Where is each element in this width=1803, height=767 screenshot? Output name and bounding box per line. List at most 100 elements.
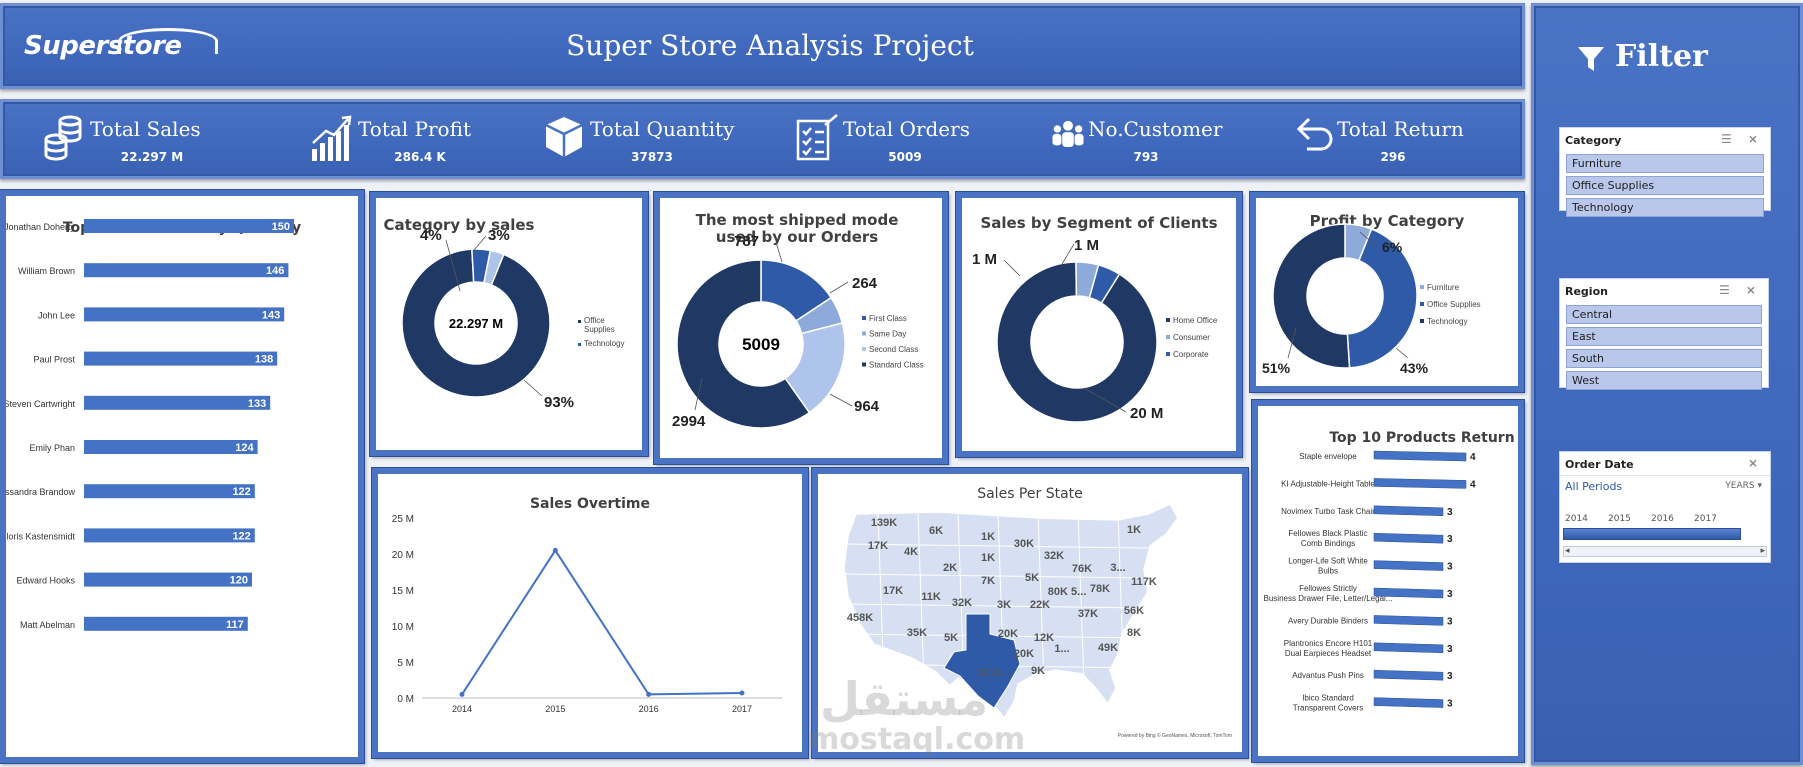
bar-category-label: Fellowes Black Plastic — [1288, 529, 1367, 538]
bar-value-label: 138 — [255, 354, 273, 366]
legend-label: Consumer — [1173, 333, 1210, 342]
bar-category-label: John Lee — [38, 310, 75, 320]
donut-slice — [483, 249, 505, 286]
state-value-label: 1K — [981, 531, 995, 543]
slicer-item-west[interactable]: West — [1566, 371, 1762, 390]
bar-value-label: 117 — [226, 619, 244, 631]
state-value-label: 20K — [998, 628, 1018, 640]
legend-swatch — [862, 316, 866, 320]
bar-value-label: 146 — [266, 265, 284, 277]
sales-overtime-card: Sales Overtime 0 M 5 M 10 M 15 M 20 M 25 M 201… — [372, 468, 808, 758]
slicer-item-south[interactable]: South — [1566, 349, 1762, 368]
state-border — [877, 513, 885, 685]
clear-filter-icon[interactable]: ⨯ — [1747, 456, 1764, 470]
bar-value-label: 3 — [1447, 507, 1453, 518]
state-value-label: 6K — [929, 525, 943, 537]
leader-line — [523, 379, 543, 397]
slice-label: 93% — [544, 394, 574, 411]
state-value-label: 1... — [1054, 643, 1069, 655]
kpi-value: 37873 — [631, 150, 673, 164]
year-labels: 2014 2015 2016 2017 — [1565, 514, 1765, 524]
legend-label: Technology — [1427, 317, 1467, 326]
state-value-label: 32K — [1044, 550, 1064, 562]
bar-category-label: Matt Abelman — [20, 620, 75, 630]
bar-value-label: 3 — [1447, 589, 1453, 600]
leader-line — [1083, 387, 1127, 413]
timeline-selection-bar[interactable] — [1563, 528, 1741, 540]
state-border — [845, 543, 1149, 549]
leader-line — [1287, 327, 1297, 359]
bar-category-label: Advantus Push Pins — [1292, 671, 1364, 680]
slice-label: 264 — [852, 275, 878, 292]
checklist-icon — [796, 114, 838, 161]
state-border — [1117, 513, 1125, 685]
slice-label: 1 M — [1074, 237, 1099, 254]
legend-label: Same Day — [869, 330, 906, 339]
state-value-label: 37K — [1078, 608, 1098, 620]
timeline-scrollbar[interactable]: ◂ ▸ — [1563, 545, 1767, 557]
state-value-label: 17K — [868, 540, 888, 552]
state-border — [1037, 513, 1045, 685]
slice-label: 43% — [1400, 360, 1429, 376]
state-value-label: 139K — [871, 517, 897, 529]
kpi-label: Total Sales — [90, 117, 201, 141]
state-value-label: 32K — [952, 597, 972, 609]
slicer-item-technology[interactable]: Technology — [1566, 198, 1764, 217]
multiselect-clear-icons[interactable]: ☰ ⨯ — [1721, 132, 1764, 146]
legend-label-cont: Supplies — [584, 325, 615, 334]
state-value-label: 9K — [1031, 665, 1045, 677]
slice-label: 1 M — [972, 251, 997, 268]
kpi-bar: Total Sales 22.297 M Total Profit 286.4 … — [0, 99, 1525, 179]
bar-value-label: 122 — [232, 530, 250, 542]
multiselect-clear-icons[interactable]: ☰ ⨯ — [1719, 283, 1762, 297]
state-value-label: 7K — [981, 575, 995, 587]
map-credit: Powered by Bing © GeoNames, Microsoft, T… — [1118, 732, 1232, 739]
slicer-header: Region ☰ ⨯ — [1560, 279, 1768, 303]
y-tick-label: 15 M — [392, 586, 414, 597]
legend-label: Home Office — [1173, 316, 1218, 325]
top10-customers-card: Top 10 Customers by Quantity Jonathan Do… — [0, 190, 364, 763]
data-point — [459, 691, 465, 697]
state-value-label: 3... — [1110, 562, 1125, 574]
granularity-select[interactable]: YEARS ▾ — [1725, 481, 1762, 491]
state-value-label: 12K — [1034, 632, 1054, 644]
period-label[interactable]: All Periods — [1565, 480, 1623, 493]
bar-value-label: 4 — [1470, 452, 1476, 463]
leader-line — [473, 235, 487, 251]
bar-value-label: 120 — [230, 575, 248, 587]
bar — [1373, 615, 1444, 626]
legend-label: First Class — [869, 314, 907, 323]
scroll-left-icon[interactable]: ◂ — [1565, 545, 1570, 555]
bar-value-label: 3 — [1447, 562, 1453, 573]
kpi-label: Total Quantity — [590, 117, 735, 141]
bar — [84, 440, 258, 454]
legend-label: Office — [584, 316, 605, 325]
scroll-right-icon[interactable]: ▸ — [1760, 545, 1765, 555]
slicer-item-east[interactable]: East — [1566, 327, 1762, 346]
year-label: 2017 — [1694, 514, 1717, 524]
bar-category-label: Comb Bindings — [1301, 539, 1355, 548]
ship-mode-card: The most shipped mode used by our Orders… — [654, 192, 948, 464]
bar-value-label: 150 — [272, 221, 290, 233]
donut-slice — [1346, 228, 1418, 369]
chart-title: Sales by Segment of Clients — [980, 214, 1218, 232]
slice-label: 3% — [488, 227, 510, 244]
year-label: 2014 — [1565, 514, 1588, 524]
legend-swatch — [862, 347, 866, 351]
bar — [1373, 560, 1444, 571]
legend-label: Office Supplies — [1427, 300, 1481, 309]
slicer-item-office-supplies[interactable]: Office Supplies — [1566, 176, 1764, 195]
slicer-item-furniture[interactable]: Furniture — [1566, 154, 1764, 173]
box-icon — [545, 117, 583, 157]
bar-value-label: 122 — [232, 486, 250, 498]
bar-category-label: Emily Phan — [29, 443, 75, 453]
x-tick-label: 2016 — [639, 704, 659, 714]
chart-title: Sales Per State — [977, 486, 1083, 502]
bar-value-label: 3 — [1447, 671, 1453, 682]
y-tick-label: 10 M — [392, 622, 414, 633]
kpi-value: 5009 — [888, 150, 922, 164]
profit-by-category-card: Profit by Category 6% 43% 51% Furniture Offi… — [1250, 192, 1524, 392]
slicer-item-central[interactable]: Central — [1566, 305, 1762, 324]
year-label: 2015 — [1608, 514, 1631, 524]
